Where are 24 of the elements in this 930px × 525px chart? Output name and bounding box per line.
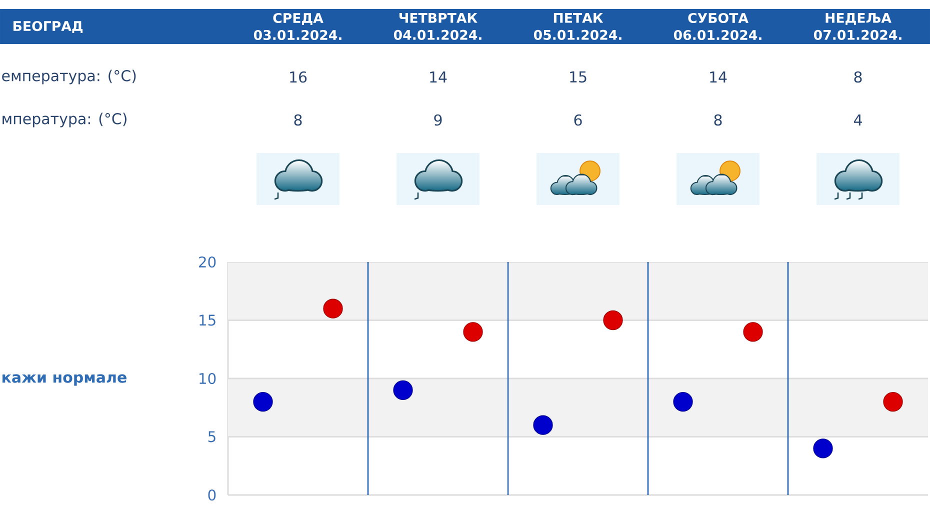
y-tick-label: 10 xyxy=(200,372,216,384)
data-label: 16 xyxy=(290,71,307,83)
data-label: 14 xyxy=(430,72,447,82)
text: БЕОГРАД xyxy=(14,20,83,33)
text: кажи нормале xyxy=(2,374,126,386)
text: мпература: (°C) xyxy=(2,112,126,128)
text: СУБОТА 06.01.2024. xyxy=(674,12,762,40)
text: ЧЕТВРТАК 04.01.2024. xyxy=(394,13,482,40)
text: ПЕТАК 05.01.2024. xyxy=(534,13,622,40)
data-label: 4 xyxy=(854,114,862,126)
data-label: 9 xyxy=(434,114,442,126)
data-label: 8 xyxy=(854,71,862,83)
y-tick-label: 5 xyxy=(208,431,216,442)
y-tick-label: 15 xyxy=(200,314,216,326)
data-label: 8 xyxy=(714,114,722,126)
text: емпература: (°C) xyxy=(2,70,136,84)
y-tick-label: 20 xyxy=(199,256,216,268)
data-label: 14 xyxy=(710,72,727,82)
y-tick-label: 0 xyxy=(208,489,216,501)
text: НЕДЕЉА 07.01.2024. xyxy=(814,13,902,40)
text: СРЕДА 03.01.2024. xyxy=(254,12,342,40)
data-label: 8 xyxy=(294,114,302,126)
data-label: 15 xyxy=(570,71,586,83)
data-label: 6 xyxy=(574,114,582,126)
